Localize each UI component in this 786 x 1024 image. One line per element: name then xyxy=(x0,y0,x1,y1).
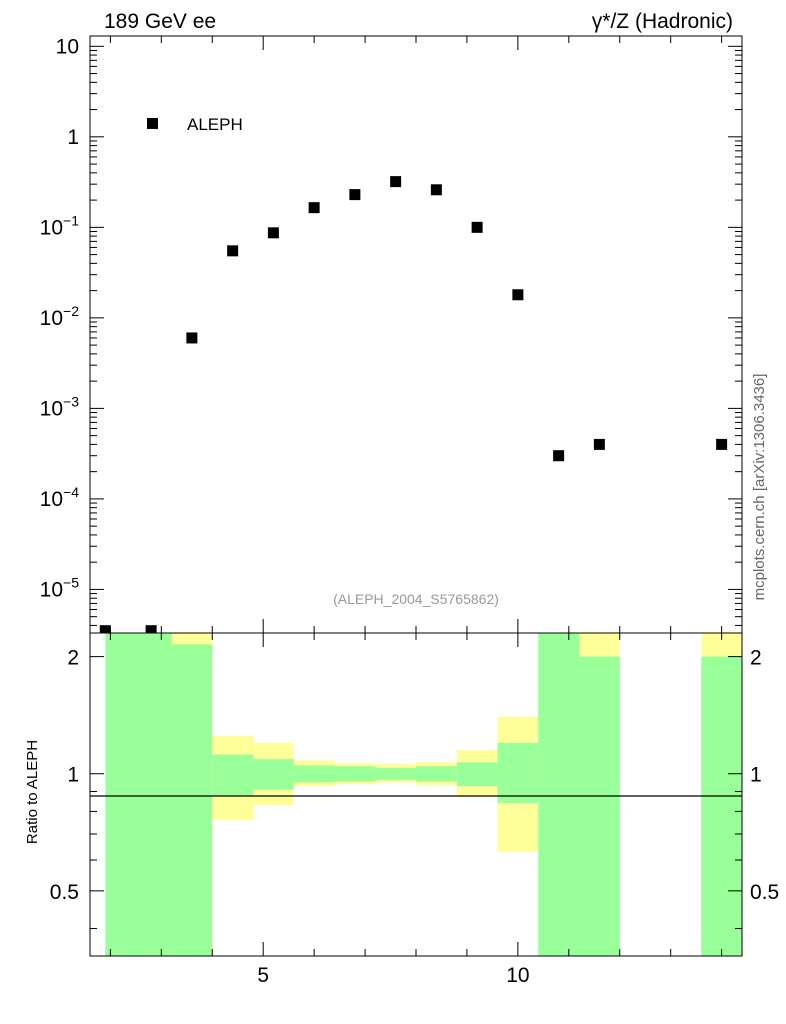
stat-band-bin xyxy=(253,759,294,790)
stat-band-bin xyxy=(171,644,213,956)
y-tick-label: 10−1 xyxy=(40,212,80,239)
legend: ALEPH xyxy=(147,115,243,134)
ratio-y-tick-labels: 0.5 0.5 1 1 2 2 xyxy=(50,647,779,904)
analysis-id: (ALEPH_2004_S5765862) xyxy=(333,591,499,607)
data-point xyxy=(267,227,279,239)
watermark: mcplots.cern.ch [arXiv:1306.3436] xyxy=(751,374,768,601)
stat-band-bin xyxy=(701,656,742,956)
data-point xyxy=(471,221,483,233)
ratio-axis-ticks xyxy=(90,633,742,956)
stat-band-bin xyxy=(579,656,620,956)
data-point xyxy=(553,450,565,462)
data-point xyxy=(430,184,442,196)
data-point xyxy=(99,625,111,637)
data-points xyxy=(99,176,728,637)
main-frame xyxy=(89,35,743,634)
ratio-y-tick-label: 2 xyxy=(67,647,79,670)
main-panel: 10 1 10−1 10−2 10−3 10−4 10−5 ALEPH (ALEPH_200… xyxy=(40,35,743,637)
y-tick-label: 10−3 xyxy=(40,393,80,420)
x-tick-label: 10 xyxy=(506,964,529,987)
stat-band-bin xyxy=(105,633,172,956)
stat-band-bin xyxy=(538,633,579,956)
stat-band-bin xyxy=(497,742,539,804)
y-tick-label: 10−2 xyxy=(40,303,80,330)
data-point xyxy=(227,245,239,257)
stat-band-bin xyxy=(375,767,416,780)
stat-band-bin xyxy=(456,762,498,786)
legend-marker xyxy=(147,118,158,129)
data-point xyxy=(716,438,728,450)
legend-label: ALEPH xyxy=(187,115,243,134)
ratio-panel: 0.5 0.5 1 1 2 2 5 10 Ratio to ALEPH xyxy=(24,632,779,987)
x-tick-labels: 5 10 xyxy=(257,964,529,987)
main-y-tick-labels: 10 1 10−1 10−2 10−3 10−4 10−5 xyxy=(40,35,80,601)
stat-band-bin xyxy=(334,766,376,782)
stat-band-bin xyxy=(416,766,457,782)
stat-band-bin xyxy=(212,754,253,796)
main-axis-ticks xyxy=(90,36,742,633)
data-point xyxy=(145,625,157,637)
stat-band xyxy=(105,633,742,956)
y-tick-label: 10−4 xyxy=(40,484,80,511)
data-point xyxy=(512,289,524,301)
data-point xyxy=(349,189,361,201)
x-tick-label: 5 xyxy=(257,964,269,987)
data-point xyxy=(593,438,605,450)
y-tick-label: 10−5 xyxy=(40,574,80,601)
ratio-y-tick-label-right: 2 xyxy=(750,647,762,670)
ratio-y-axis-label: Ratio to ALEPH xyxy=(24,740,41,844)
ratio-y-tick-label: 1 xyxy=(67,764,79,787)
data-point xyxy=(186,332,198,344)
ratio-y-tick-label-right: 0.5 xyxy=(750,881,779,904)
header-right: γ*/Z (Hadronic) xyxy=(592,10,733,33)
data-point xyxy=(390,176,402,188)
y-tick-label: 1 xyxy=(67,126,79,149)
header-left: 189 GeV ee xyxy=(104,10,216,33)
data-point xyxy=(308,202,320,214)
ratio-y-tick-label: 0.5 xyxy=(50,881,79,904)
y-tick-label: 10 xyxy=(56,35,79,58)
ratio-y-tick-label-right: 1 xyxy=(750,764,762,787)
stat-band-bin xyxy=(293,765,335,783)
